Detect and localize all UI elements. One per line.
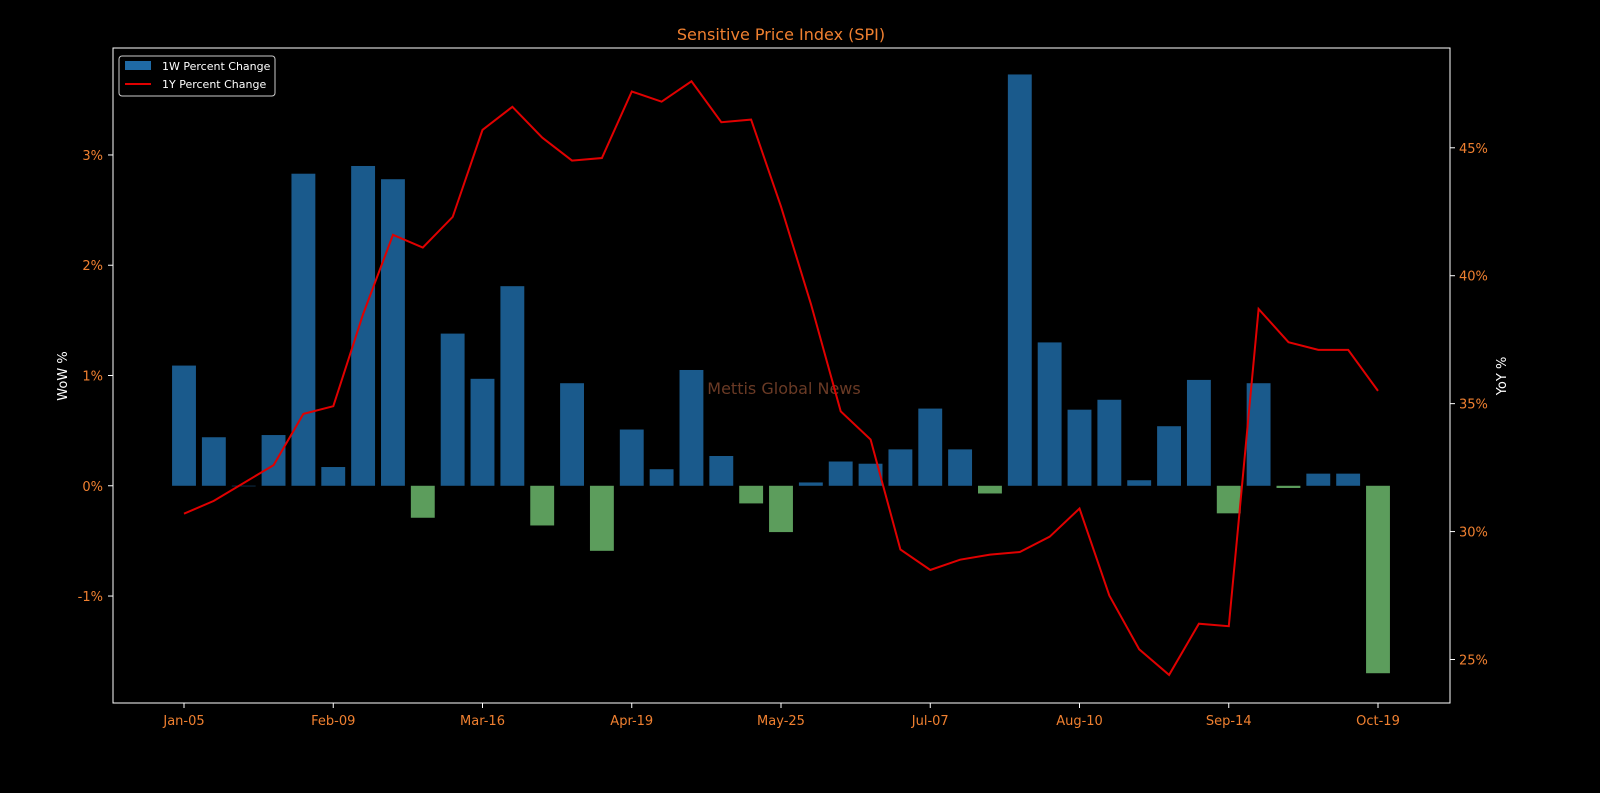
legend-bar-label: 1W Percent Change [162,60,271,73]
legend-box [118,55,276,97]
y2-axis-label: YoY % [1495,357,1510,397]
x-tick-label: Sep-14 [1206,714,1252,729]
bar-8 [410,485,435,518]
bar-36 [1246,383,1271,486]
bar-30 [1067,409,1092,486]
watermark-text: Mettis Global News [707,379,860,398]
bar-16 [649,469,674,486]
y2-tick-label: 30% [1459,526,1488,541]
bar-12 [530,485,555,526]
bar-11 [500,286,525,486]
x-tick-label: Mar-16 [460,714,505,729]
left-axis: -1% 0% 1% 2% 3% [78,149,113,605]
bar-9 [440,333,465,486]
bar-27 [978,485,1002,494]
legend: 1W Percent Change 1Y Percent Change [118,55,276,97]
x-tick-label: Jan-05 [162,714,204,729]
bar-20 [769,485,793,533]
bar-15 [619,429,644,486]
bar-24 [888,449,913,486]
bar-4 [291,173,316,486]
bar-39 [1336,473,1361,486]
bar-13 [560,383,584,486]
legend-line-label: 1Y Percent Change [162,78,266,91]
bar-0 [172,365,196,486]
x-tick-label: Aug-10 [1056,714,1103,729]
bar-34 [1186,379,1211,486]
bar-28 [1007,74,1032,486]
x-tick-label: Oct-19 [1356,714,1400,729]
bar-22 [828,461,853,486]
bars-group [172,74,1390,674]
bar-6 [351,165,376,486]
legend-bar-swatch [125,61,151,70]
y2-tick-label: 35% [1459,398,1488,413]
bar-10 [470,378,495,486]
bar-7 [381,179,405,486]
line-series-group [183,79,1379,677]
bar-37 [1276,485,1301,488]
bar-26 [948,449,973,486]
y-tick-label: -1% [78,590,103,605]
bar-14 [589,485,614,551]
bar-31 [1097,399,1122,486]
y2-tick-label: 40% [1459,270,1488,285]
right-axis: 25% 30% 35% 40% 45% [1450,142,1488,669]
y-tick-label: 0% [82,480,103,495]
yoy-line [183,79,1379,677]
x-tick-label: Jul-07 [911,714,949,729]
bar-33 [1157,426,1181,486]
y-tick-label: 3% [82,149,103,164]
x-axis: Jan-05 Feb-09 Mar-16 Apr-19 May-25 Jul-07 Aug-… [162,703,1400,729]
bar-1 [201,437,226,486]
bar-17 [679,369,704,486]
bar-2 [231,485,256,487]
bar-3 [261,435,286,486]
bar-32 [1127,480,1152,486]
y-axis-label: WoW % [56,351,71,400]
y2-tick-label: 45% [1459,142,1488,157]
x-tick-label: May-25 [757,714,805,729]
bar-40 [1366,485,1390,674]
bar-35 [1216,485,1241,514]
x-tick-label: Apr-19 [610,714,653,729]
y2-tick-label: 25% [1459,654,1488,669]
bar-29 [1037,342,1062,486]
chart-title: Sensitive Price Index (SPI) [677,25,885,44]
x-tick-label: Feb-09 [311,714,355,729]
bar-19 [739,485,764,504]
y-tick-label: 2% [82,259,103,274]
y-tick-label: 1% [82,370,103,385]
bar-38 [1306,473,1331,486]
bar-21 [798,482,823,486]
bar-23 [858,463,883,486]
bar-5 [321,467,346,486]
bar-18 [709,455,734,486]
bar-25 [918,408,943,486]
